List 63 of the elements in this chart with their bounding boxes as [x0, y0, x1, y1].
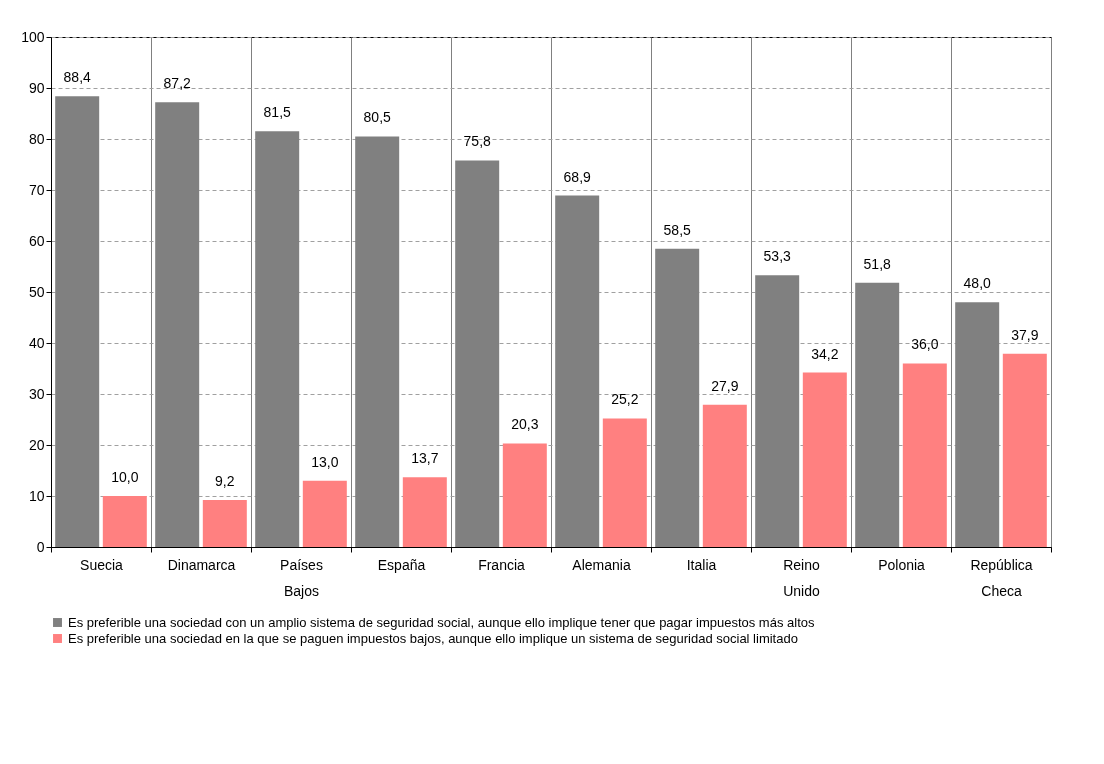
x-tick-label: Alemania [572, 556, 631, 573]
bar [502, 443, 547, 547]
data-label: 51,8 [863, 255, 892, 272]
bar [602, 418, 647, 547]
y-tick-label: 90 [28, 79, 45, 96]
x-tick-label: España [377, 556, 426, 573]
data-label: 27,9 [711, 377, 739, 394]
y-tick-label: 40 [28, 334, 45, 351]
data-label: 75,8 [463, 133, 492, 150]
data-label: 37,9 [1011, 326, 1039, 343]
bar [302, 480, 347, 547]
y-tick-label: 50 [28, 283, 45, 300]
y-tick-label: 0 [36, 538, 45, 555]
bar [402, 477, 447, 547]
y-tick-label: 20 [28, 436, 45, 453]
data-label: 34,2 [811, 345, 839, 362]
bar [355, 136, 400, 547]
bar [455, 160, 500, 547]
bar [55, 96, 100, 547]
data-label: 13,0 [311, 453, 339, 470]
data-label: 58,5 [663, 221, 692, 238]
x-tick-label: Reino Unido [783, 556, 820, 599]
bar [102, 496, 147, 547]
x-tick-label: República Checa [970, 556, 1033, 599]
data-label: 53,3 [763, 248, 792, 265]
bar [955, 302, 1000, 547]
bar [255, 131, 300, 547]
x-tick-label: Francia [478, 556, 526, 573]
data-label: 25,2 [611, 391, 639, 408]
y-tick-label: 80 [28, 130, 45, 147]
y-tick-label: 10 [28, 487, 45, 504]
data-label: 48,0 [963, 275, 992, 292]
data-label: 10,0 [111, 469, 139, 485]
bar [202, 500, 247, 547]
data-label: 68,9 [563, 168, 592, 185]
x-tick-label: Países Bajos [280, 556, 323, 599]
bar [855, 282, 900, 547]
bar [902, 363, 947, 547]
bar [702, 404, 747, 547]
data-label: 13,7 [411, 450, 439, 467]
y-tick-label: 70 [28, 181, 45, 198]
x-tick-label: Suecia [80, 556, 124, 573]
data-label: 80,5 [363, 109, 392, 126]
bar [155, 102, 200, 547]
data-label: 20,3 [511, 416, 539, 433]
bar [1002, 353, 1047, 547]
x-tick-label: Italia [686, 556, 717, 573]
bar [755, 275, 800, 547]
legend-label: Es preferible una sociedad con un amplio sistema de seguridad social, aunque ello implique tener que pagar impuestos más altos [68, 614, 815, 630]
bar [555, 195, 600, 547]
x-tick-label: Polonia [878, 556, 926, 573]
data-label: 9,2 [215, 473, 235, 490]
x-tick-label: Dinamarca [167, 556, 236, 573]
data-label: 36,0 [911, 336, 939, 353]
y-tick-label: 30 [28, 385, 45, 402]
bar [655, 248, 700, 547]
legend-label: Es preferible una sociedad en la que se paguen impuestos bajos, aunque ello implique un sistema de seguridad social limitado [68, 630, 798, 646]
data-label: 87,2 [163, 75, 192, 92]
y-tick-label: 60 [28, 232, 45, 249]
bar [802, 372, 847, 547]
data-label: 81,5 [263, 104, 292, 121]
y-tick-label: 100 [21, 28, 45, 45]
data-label: 88,4 [63, 69, 92, 86]
